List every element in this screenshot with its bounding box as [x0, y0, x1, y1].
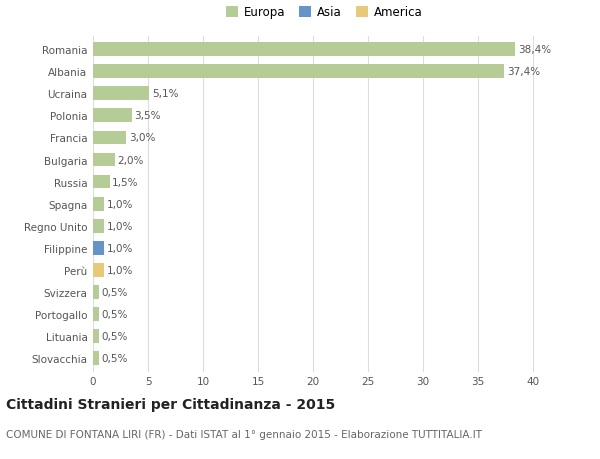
Text: 38,4%: 38,4% — [518, 45, 551, 55]
Bar — [93, 175, 110, 189]
Text: 0,5%: 0,5% — [101, 309, 128, 319]
Text: 2,0%: 2,0% — [118, 155, 144, 165]
Bar — [93, 241, 104, 255]
Text: Cittadini Stranieri per Cittadinanza - 2015: Cittadini Stranieri per Cittadinanza - 2… — [6, 397, 335, 411]
Text: 1,0%: 1,0% — [107, 199, 133, 209]
Bar — [93, 197, 104, 211]
Text: 0,5%: 0,5% — [101, 331, 128, 341]
Bar — [93, 131, 126, 145]
Text: 1,5%: 1,5% — [112, 177, 139, 187]
Text: COMUNE DI FONTANA LIRI (FR) - Dati ISTAT al 1° gennaio 2015 - Elaborazione TUTTI: COMUNE DI FONTANA LIRI (FR) - Dati ISTAT… — [6, 429, 482, 439]
Text: 3,5%: 3,5% — [134, 111, 161, 121]
Legend: Europa, Asia, America: Europa, Asia, America — [221, 2, 427, 24]
Bar — [93, 308, 98, 321]
Bar — [93, 263, 104, 277]
Text: 0,5%: 0,5% — [101, 287, 128, 297]
Bar — [93, 153, 115, 167]
Text: 0,5%: 0,5% — [101, 353, 128, 364]
Bar — [93, 285, 98, 299]
Text: 3,0%: 3,0% — [129, 133, 155, 143]
Bar — [93, 43, 515, 57]
Bar — [93, 109, 131, 123]
Bar — [93, 87, 149, 101]
Text: 37,4%: 37,4% — [507, 67, 540, 77]
Bar — [93, 65, 505, 79]
Text: 1,0%: 1,0% — [107, 243, 133, 253]
Bar — [93, 330, 98, 343]
Bar — [93, 352, 98, 365]
Bar — [93, 219, 104, 233]
Text: 1,0%: 1,0% — [107, 265, 133, 275]
Text: 1,0%: 1,0% — [107, 221, 133, 231]
Text: 5,1%: 5,1% — [152, 89, 178, 99]
